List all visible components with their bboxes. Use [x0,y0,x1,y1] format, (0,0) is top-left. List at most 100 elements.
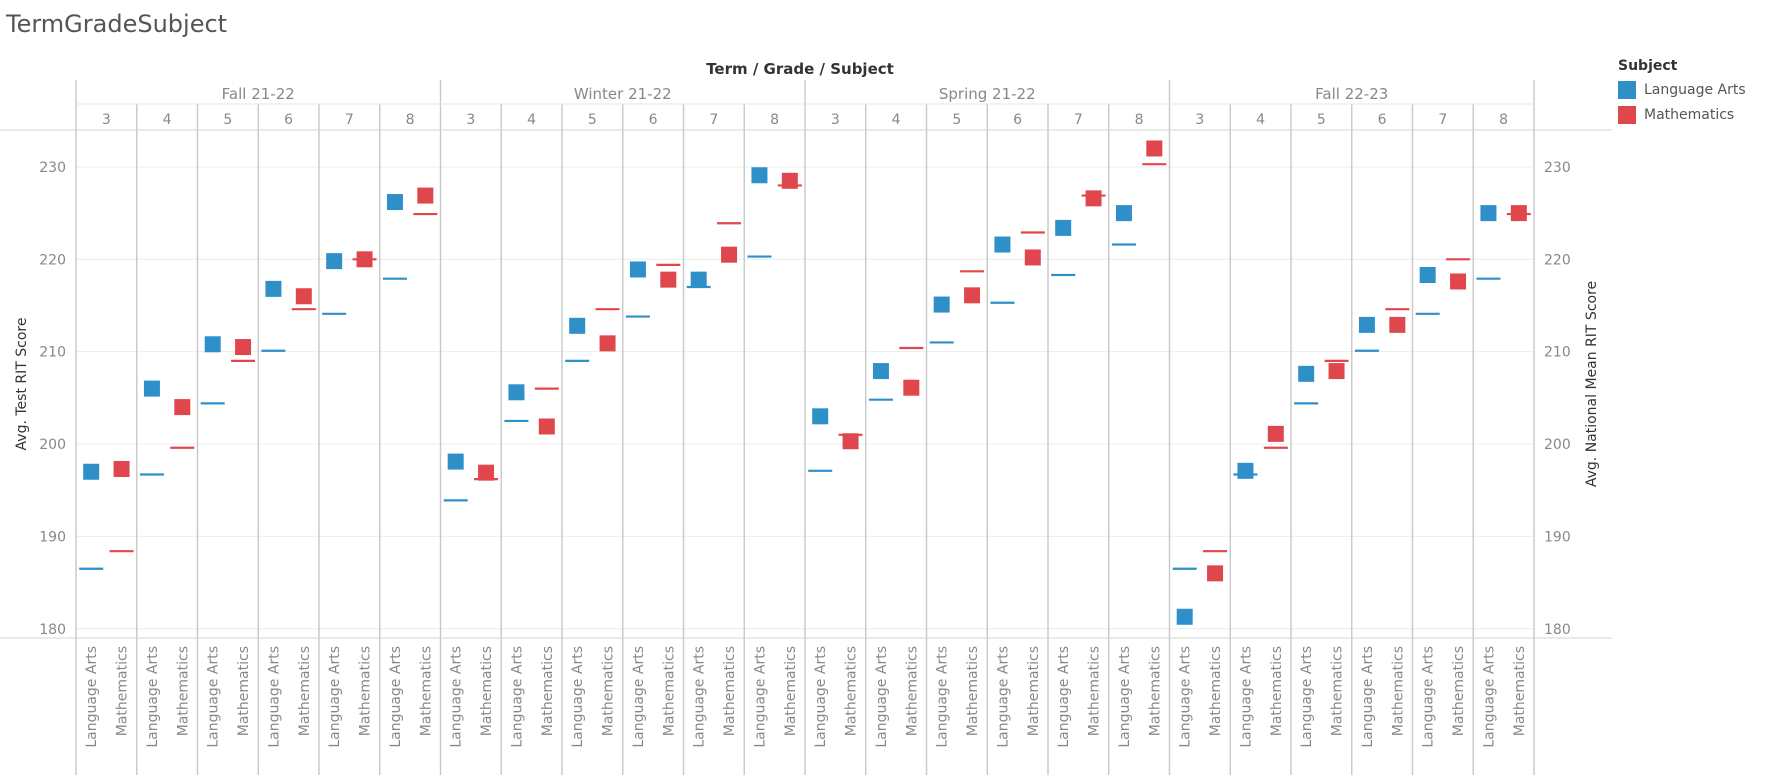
test-score-mark [1389,316,1406,333]
subject-axis-label: Mathematics [1147,646,1163,736]
test-score-mark [721,246,738,263]
subject-axis-label: Mathematics [783,646,799,736]
test-score-mark [204,336,221,353]
test-score-mark [629,261,646,278]
subject-axis-label: Language Arts [1117,646,1133,748]
test-score-mark [1024,249,1041,266]
grade-header: 7 [345,112,354,128]
y-tick-label-left: 190 [39,529,66,545]
subject-axis-label: Mathematics [540,646,556,736]
grade-header: 8 [406,112,415,128]
subject-axis-label: Language Arts [1056,646,1072,748]
grade-header: 3 [1195,112,1204,128]
subject-axis-label: Mathematics [1330,646,1346,736]
subject-axis-label: Language Arts [631,646,647,748]
test-score-mark [1146,140,1163,157]
term-header: Spring 21-22 [939,85,1036,103]
legend-label-language-arts: Language Arts [1644,81,1746,98]
grade-header: 4 [163,112,172,128]
column-headers: Fall 21-22 3 4 5 6 7 8 Winter 21-22 3 4 5 6 7 8 Spring… [76,85,1534,128]
test-score-mark [1207,565,1224,582]
test-score-mark [265,280,282,297]
y-tick-label-right: 220 [1544,252,1571,268]
page-title: TermGradeSubject [6,10,228,38]
grade-header: 7 [709,112,718,128]
grade-header: 5 [952,112,961,128]
y-tick-label-left: 210 [39,345,66,361]
legend-item-mathematics[interactable]: Mathematics [1618,102,1746,127]
subject-axis-label: Mathematics [844,646,860,736]
subject-axis-label: Mathematics [965,646,981,736]
grid-layer [75,80,1535,775]
grade-header: 5 [223,112,232,128]
subject-axis-label: Language Arts [935,646,951,748]
grade-header: 4 [527,112,536,128]
test-score-mark [903,379,920,396]
chart-title: Term / Grade / Subject [706,60,894,78]
test-score-mark [386,194,403,211]
y-axis-title-right: Avg. National Mean RIT Score [1584,281,1600,487]
test-score-mark [83,463,100,480]
test-score-mark [235,339,252,356]
subject-axis-label: Language Arts [1299,646,1315,748]
legend-swatch-language-arts [1618,80,1636,99]
subject-axis-label: Mathematics [358,646,374,736]
test-score-mark [326,253,343,270]
test-score-mark [781,172,798,189]
test-score-mark [356,251,373,268]
subject-axis-label: Language Arts [1481,646,1497,748]
y-tick-label-right: 230 [1544,160,1571,176]
legend-item-language-arts[interactable]: Language Arts [1618,77,1746,102]
subject-axis-label: Mathematics [904,646,920,736]
test-score-mark [1115,205,1132,222]
test-score-mark [295,288,312,305]
grade-header: 8 [1499,112,1508,128]
subject-axis-label: Language Arts [570,646,586,748]
y-tick-label-right: 200 [1544,437,1571,453]
subject-axis-label: Language Arts [1421,646,1437,748]
test-score-mark [1085,190,1102,207]
subject-axis-label: Mathematics [1087,646,1103,736]
term-header: Fall 22-23 [1315,85,1388,103]
test-score-mark [964,287,981,304]
test-score-mark [538,418,555,435]
subject-axis-label: Mathematics [297,646,313,736]
y-tick-label-right: 180 [1544,622,1571,638]
grade-header: 4 [1256,112,1265,128]
axes: 180 180 190 190 200 200 210 210 220 220 230 230 Avg.… [0,129,1612,639]
y-tick-label-left: 230 [39,160,66,176]
legend: Subject Language Arts Mathematics [1618,58,1746,127]
y-tick-label-right: 210 [1544,345,1571,361]
test-score-mark [1176,608,1193,625]
test-score-mark [1510,205,1527,222]
subject-axis-label: Language Arts [1238,646,1254,748]
test-score-mark [143,380,160,397]
grade-header: 3 [831,112,840,128]
test-score-mark [1237,462,1254,479]
test-score-mark [1358,316,1375,333]
subject-axis-label: Mathematics [1390,646,1406,736]
test-score-mark [690,271,707,288]
subject-axis-label: Mathematics [479,646,495,736]
test-score-mark [569,317,586,334]
subject-axis-label: Language Arts [388,646,404,748]
subject-axis-label: Language Arts [449,646,465,748]
grade-header: 6 [1013,112,1022,128]
grade-header: 7 [1074,112,1083,128]
term-header: Winter 21-22 [574,85,672,103]
test-score-mark [994,236,1011,253]
test-score-mark [508,384,525,401]
test-score-mark [1419,267,1436,284]
grade-header: 8 [1135,112,1144,128]
test-score-mark [1450,273,1467,290]
subject-axis-label: Mathematics [115,646,131,736]
test-score-mark [447,453,464,470]
test-score-mark [1480,205,1497,222]
test-score-mark [113,460,130,477]
legend-swatch-mathematics [1618,105,1636,124]
legend-label-mathematics: Mathematics [1644,106,1735,123]
test-score-mark [812,408,829,425]
subject-axis-label: Language Arts [266,646,282,748]
grade-header: 5 [588,112,597,128]
term-header: Fall 21-22 [222,85,295,103]
